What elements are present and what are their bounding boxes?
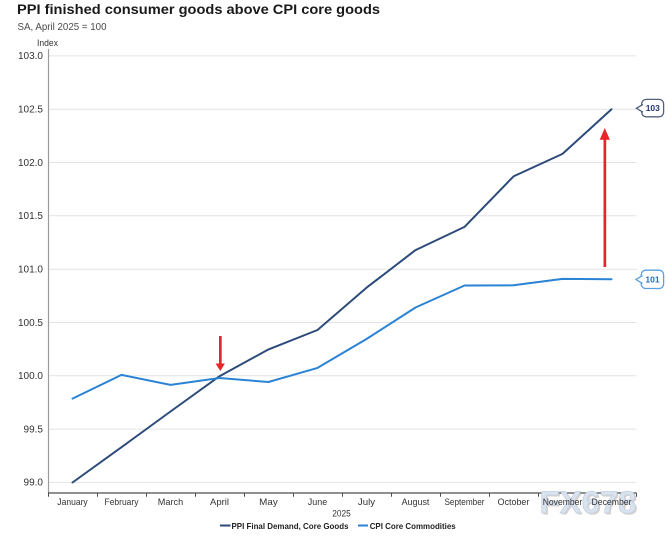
svg-text:October: October (498, 497, 530, 507)
svg-text:99.0: 99.0 (24, 478, 44, 489)
svg-text:December: December (592, 497, 632, 507)
svg-text:March: March (158, 497, 183, 507)
svg-text:CPI Core Commodities: CPI Core Commodities (370, 521, 456, 531)
svg-text:100.0: 100.0 (18, 371, 43, 382)
svg-text:102.0: 102.0 (18, 158, 43, 169)
svg-text:SA, April 2025 = 100: SA, April 2025 = 100 (18, 21, 107, 33)
svg-text:2025: 2025 (332, 508, 351, 518)
svg-text:August: August (402, 497, 430, 507)
svg-text:PPI Final Demand, Core Goods: PPI Final Demand, Core Goods (232, 521, 349, 531)
svg-text:September: September (444, 497, 484, 507)
svg-text:July: July (358, 497, 376, 507)
svg-text:FX678: FX678 (540, 484, 637, 520)
svg-text:99.5: 99.5 (24, 424, 44, 435)
svg-text:103: 103 (646, 103, 660, 113)
svg-text:June: June (308, 497, 327, 507)
svg-text:103.0: 103.0 (18, 51, 43, 62)
svg-text:April: April (210, 497, 229, 507)
svg-text:101.5: 101.5 (18, 211, 43, 222)
svg-text:Index: Index (37, 38, 58, 49)
svg-text:100.5: 100.5 (18, 318, 43, 329)
svg-text:101: 101 (645, 275, 659, 285)
svg-text:January: January (57, 497, 88, 507)
svg-text:102.5: 102.5 (18, 105, 43, 116)
svg-text:February: February (105, 497, 139, 507)
svg-text:May: May (259, 497, 278, 507)
svg-text:FX678: FX678 (541, 486, 638, 522)
svg-text:101.0: 101.0 (18, 265, 43, 276)
svg-text:November: November (543, 497, 583, 507)
svg-text:PPI finished consumer goods ab: PPI finished consumer goods above CPI co… (17, 2, 380, 18)
